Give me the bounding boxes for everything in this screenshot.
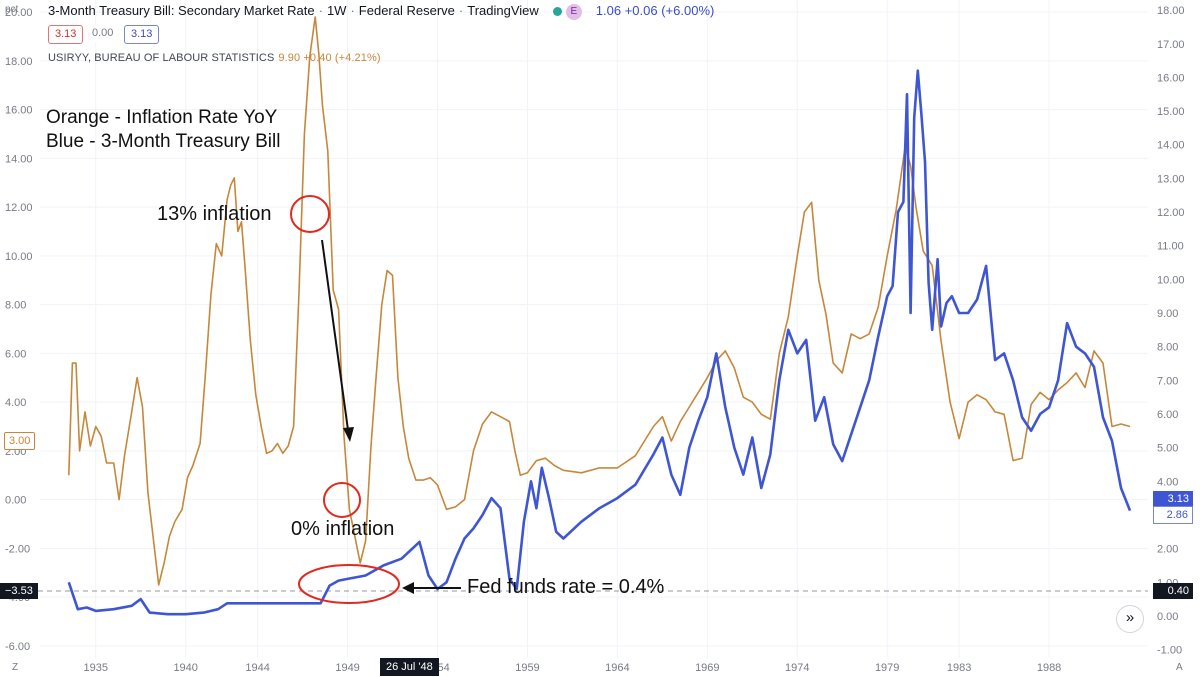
left-tick-label: 8.00	[5, 300, 26, 312]
auto-scale-button[interactable]: A	[1176, 662, 1183, 673]
trough-circle	[323, 482, 361, 518]
left-tick-label: 12.00	[5, 202, 33, 214]
x-tick-label: 1935	[84, 662, 108, 674]
right-tick-label: 17.00	[1157, 39, 1185, 51]
right-tick-label: 5.00	[1157, 443, 1178, 455]
legend-line-1: Orange - Inflation Rate YoY	[46, 107, 278, 128]
tbill-series-line	[67, 69, 1132, 616]
right-tick-label: 14.00	[1157, 140, 1185, 152]
right-tick-label: 7.00	[1157, 375, 1178, 387]
timezone-z-button[interactable]: Z	[12, 662, 19, 673]
fed-arrowhead	[402, 582, 414, 594]
left-tick-label: 18.00	[5, 56, 33, 68]
peak-arrowhead	[343, 427, 354, 442]
x-tick-label: 1979	[875, 662, 899, 674]
legend-note: Orange - Inflation Rate YoY Blue - 3-Mon…	[46, 106, 280, 154]
overlay-label: USIRYY, BUREAU OF LABOUR STATISTICS	[48, 52, 275, 64]
right-tick-label: 12.00	[1157, 207, 1185, 219]
x-tick-label: 1974	[785, 662, 809, 674]
left-inflation-tag: 3.00	[4, 432, 36, 450]
right-tick-label: 4.00	[1157, 476, 1178, 488]
chart-header: 3-Month Treasury Bill: Secondary Market …	[48, 3, 715, 20]
trough-note: 0% inflation	[291, 518, 395, 540]
x-tick-label: 1983	[947, 662, 971, 674]
left-tick-label: -2.00	[5, 543, 30, 555]
left-tick-label: 6.00	[5, 348, 26, 360]
right-tick-label: 15.00	[1157, 106, 1185, 118]
chart-title[interactable]: 3-Month Treasury Bill: Secondary Market …	[48, 3, 315, 18]
right-tick-label: 13.00	[1157, 173, 1185, 185]
fed-note: Fed funds rate = 0.4%	[467, 576, 665, 598]
x-tick-label: 1944	[245, 662, 269, 674]
right-tick-label: 16.00	[1157, 72, 1185, 84]
left-crosshair-tag: −3.53	[0, 583, 38, 599]
source-label: Federal Reserve	[358, 3, 455, 18]
right-tick-label: -1.00	[1157, 645, 1182, 657]
fed-circle	[298, 564, 400, 604]
left-axis-unit: pct	[5, 4, 19, 15]
x-tick-label: 1959	[515, 662, 539, 674]
peak-circle	[290, 195, 330, 233]
left-tick-label: 4.00	[5, 397, 26, 409]
right-crosshair-tag: 0.40	[1153, 583, 1193, 599]
grid	[40, 0, 1148, 658]
right-tick-label: 2.00	[1157, 544, 1178, 556]
left-tick-label: 14.00	[5, 153, 33, 165]
left-tick-label: -6.00	[5, 641, 30, 653]
x-axis: 1935194019441949195419591964196919741979…	[84, 662, 1062, 674]
left-tick-label: 0.00	[5, 495, 26, 507]
right-tick-label: 6.00	[1157, 409, 1178, 421]
series-layer	[67, 16, 1132, 616]
peak-arrow	[321, 239, 349, 431]
x-tick-label: 1969	[695, 662, 719, 674]
expand-icon[interactable]: »	[1116, 605, 1144, 633]
right-tick-label: 11.00	[1157, 241, 1184, 253]
right-tick-label: 18.00	[1157, 5, 1185, 17]
annotation-marks	[290, 195, 461, 604]
x-tick-label: 1940	[173, 662, 197, 674]
right-secondary-tag: 2.86	[1153, 506, 1193, 524]
legend-line-2: Blue - 3-Month Treasury Bill	[46, 131, 281, 152]
x-tick-label: 1949	[335, 662, 359, 674]
right-tbill-tag: 3.13	[1153, 491, 1193, 507]
right-axis: 18.00 17.00 16.00 15.00 14.00 13.00 12.00 11.00…	[1157, 5, 1185, 656]
left-tick-label: 16.00	[5, 105, 33, 117]
overlay-values: 9.90 +0.40 (+4.21%)	[278, 52, 381, 64]
right-tick-label: 8.00	[1157, 342, 1178, 354]
market-status-icon	[552, 7, 562, 17]
left-axis: 20.00 18.00 16.00 14.00 12.00 10.00 8.00 6.00 4.…	[5, 7, 33, 653]
right-tick-label: 9.00	[1157, 308, 1178, 320]
buy-price-box[interactable]: 3.13	[124, 25, 160, 44]
platform-label: TradingView	[467, 3, 539, 18]
inflation-series-line	[68, 16, 1131, 586]
left-tick-label: 10.00	[5, 251, 33, 263]
x-tick-label: 1964	[605, 662, 629, 674]
right-tick-label: 10.00	[1157, 274, 1185, 286]
header-quote: 1.06 +0.06 (+6.00%)	[595, 3, 715, 18]
e-badge[interactable]: E	[565, 3, 582, 20]
x-tick-label: 1988	[1037, 662, 1061, 674]
left-tick-label: 20.00	[5, 7, 33, 19]
overlay-legend[interactable]: USIRYY, BUREAU OF LABOUR STATISTICS 9.90 …	[48, 52, 381, 64]
x-crosshair-tag: 26 Jul '48	[380, 658, 439, 676]
sell-price-box[interactable]: 3.13	[48, 25, 84, 44]
interval-label[interactable]: 1W	[326, 3, 347, 18]
peak-note: 13% inflation	[157, 203, 272, 225]
right-tick-label: 0.00	[1157, 611, 1178, 623]
spread-value: 0.00	[88, 25, 118, 42]
